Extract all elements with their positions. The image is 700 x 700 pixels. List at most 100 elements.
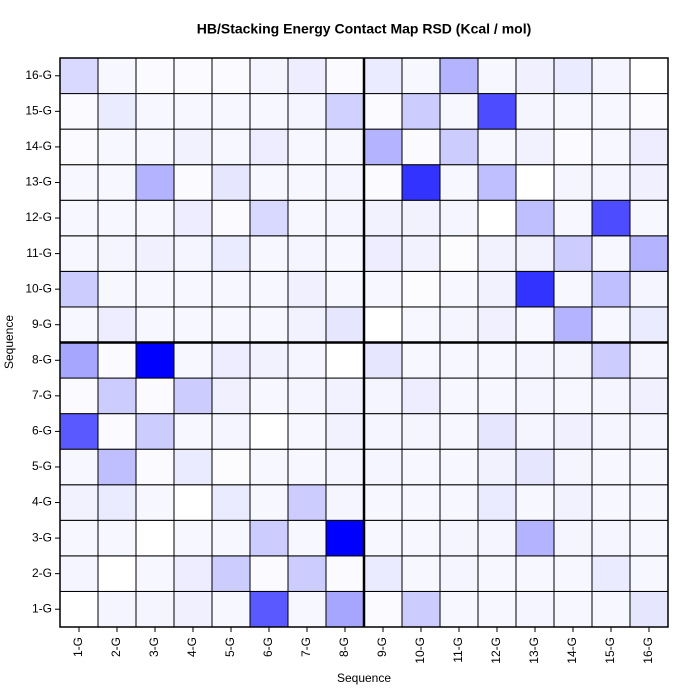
cell	[97, 448, 137, 486]
cell	[97, 199, 137, 237]
cell	[401, 270, 441, 308]
cell	[59, 270, 99, 308]
cell	[553, 519, 593, 557]
cell	[363, 235, 403, 272]
cell	[553, 128, 593, 166]
cell	[401, 164, 441, 201]
cell	[439, 519, 479, 557]
cell	[515, 590, 555, 628]
y-tick-label: 3-G	[32, 530, 52, 544]
cell	[553, 270, 593, 308]
cell	[553, 555, 593, 592]
cell	[173, 57, 213, 95]
cell	[173, 306, 213, 343]
y-tick-label: 12-G	[25, 210, 52, 224]
cell	[211, 555, 251, 592]
cell	[439, 555, 479, 592]
cell	[477, 590, 517, 628]
cell	[591, 128, 631, 166]
cell	[515, 128, 555, 166]
cell	[629, 128, 669, 166]
cell	[477, 484, 517, 521]
cell	[401, 413, 441, 450]
cell	[211, 128, 251, 166]
cell	[629, 590, 669, 628]
cell	[325, 93, 365, 130]
cell	[173, 484, 213, 521]
cell	[439, 484, 479, 521]
cell	[629, 342, 669, 379]
y-tick-label: 4-G	[32, 495, 52, 509]
cell	[363, 199, 403, 237]
cell	[211, 484, 251, 521]
cell	[439, 377, 479, 415]
cell	[553, 590, 593, 628]
cell	[439, 93, 479, 130]
cell	[629, 555, 669, 592]
cell	[287, 199, 327, 237]
cell	[553, 342, 593, 379]
cell	[249, 57, 289, 95]
cell	[287, 128, 327, 166]
cell	[363, 128, 403, 166]
cell	[287, 484, 327, 521]
cell	[97, 235, 137, 272]
cell	[325, 519, 365, 557]
cell	[591, 306, 631, 343]
cell	[135, 199, 175, 237]
cell	[59, 93, 99, 130]
cell	[59, 57, 99, 95]
cell	[591, 57, 631, 95]
cell	[439, 413, 479, 450]
y-tick-label: 16-G	[25, 68, 52, 82]
cell	[135, 57, 175, 95]
cell	[591, 164, 631, 201]
cell	[401, 590, 441, 628]
cell	[591, 590, 631, 628]
cell	[211, 519, 251, 557]
cell	[325, 377, 365, 415]
cell	[515, 235, 555, 272]
cell	[477, 270, 517, 308]
y-tick-label: 9-G	[32, 317, 52, 331]
cell	[401, 93, 441, 130]
x-tick-label: 13-G	[527, 637, 541, 664]
cell	[287, 164, 327, 201]
cell	[173, 590, 213, 628]
cell	[515, 164, 555, 201]
cell	[97, 377, 137, 415]
cell	[477, 93, 517, 130]
cell	[59, 342, 99, 379]
cell	[97, 93, 137, 130]
cell	[287, 306, 327, 343]
cell	[249, 306, 289, 343]
cell	[401, 342, 441, 379]
cell	[173, 164, 213, 201]
cell	[59, 555, 99, 592]
cell	[59, 199, 99, 237]
cell	[249, 590, 289, 628]
cell	[363, 519, 403, 557]
y-tick-label: 7-G	[32, 388, 52, 402]
x-tick-label: 15-G	[603, 637, 617, 664]
cell	[173, 519, 213, 557]
cell	[135, 270, 175, 308]
cell	[629, 306, 669, 343]
x-tick-label: 8-G	[337, 637, 351, 657]
cell	[477, 164, 517, 201]
cell	[97, 270, 137, 308]
cell	[249, 448, 289, 486]
cell	[515, 448, 555, 486]
cell	[477, 128, 517, 166]
cell	[591, 235, 631, 272]
cell	[401, 306, 441, 343]
cell	[439, 306, 479, 343]
y-axis-label: Sequence	[2, 315, 16, 369]
cell	[363, 57, 403, 95]
cell	[401, 519, 441, 557]
cell	[629, 199, 669, 237]
cell	[211, 270, 251, 308]
cell	[553, 413, 593, 450]
cell	[97, 306, 137, 343]
cell	[591, 93, 631, 130]
